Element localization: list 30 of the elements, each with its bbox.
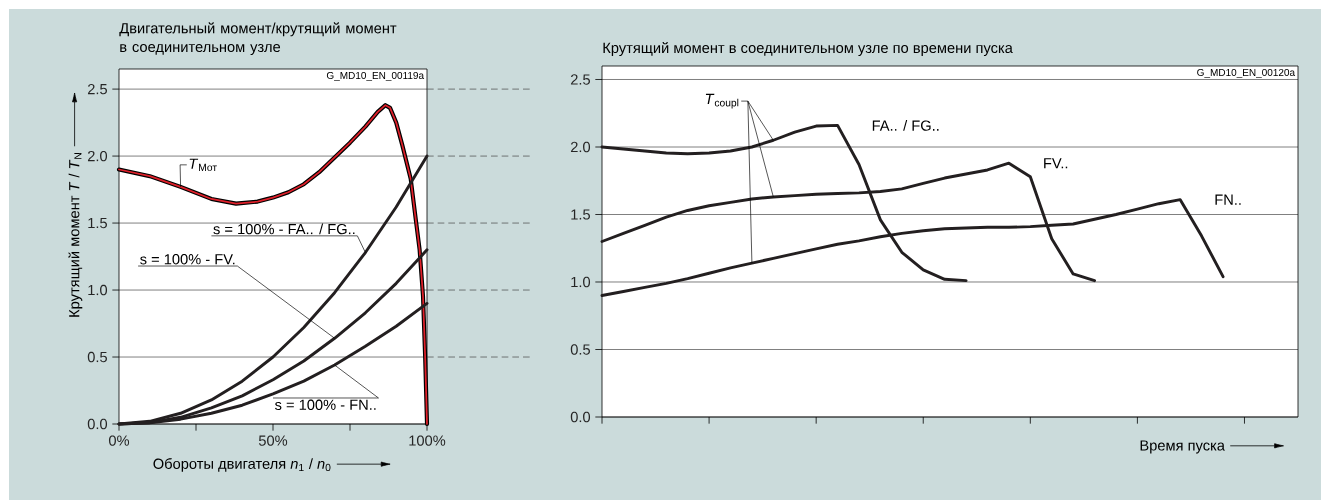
y-tick-label: 2.5	[570, 74, 590, 85]
y-tick-label: 0.0	[87, 418, 108, 430]
x-tick-label: 50%	[258, 435, 288, 446]
y-tick-label: 2.0	[87, 150, 108, 162]
y-tick-label: 1.5	[571, 209, 590, 220]
annotation: G_MD10_EN_00120a	[1197, 68, 1296, 78]
y-tick-label: 1.0	[571, 276, 591, 288]
y-tick-label: 2.0	[570, 141, 591, 153]
x-axis-title: Обороты двигателя n$_{1}$ / n$_{0}$	[153, 458, 331, 472]
y-tick-label: 0.5	[87, 351, 107, 363]
series-label: FN..	[1215, 194, 1241, 205]
annotation: T$_{coupl}$	[705, 93, 739, 109]
y-tick-label: 0.0	[570, 411, 591, 423]
y-tick-label: 0.5	[570, 344, 590, 355]
y-tick-label: 2.5	[87, 83, 107, 95]
x-axis-title: Время пуска	[1140, 440, 1225, 454]
series-label: FA.. / FG..	[872, 120, 939, 131]
chart-title: Двигательный момент/крутящий момент в соединительном узле	[119, 22, 397, 55]
series-label: s = 100% - FN..	[275, 399, 376, 410]
series-label: T$_{Мот}$	[189, 158, 217, 172]
text: s = 100% - FV.	[140, 254, 235, 265]
series-label: FV..	[1044, 158, 1068, 169]
y-tick-label: 1.5	[88, 217, 107, 229]
chart-title: Крутящий момент в соединительном узле по времени пуска	[603, 42, 1013, 56]
y-tick-label: 1.0	[88, 284, 108, 296]
series-label: s = 100% - FA.. / FG..	[213, 223, 355, 235]
y-axis-title: Крутящий момент T / T$_{N}$	[68, 153, 83, 317]
x-tick-label: 100%	[409, 435, 446, 446]
annotation: G_MD10_EN_00119a	[326, 71, 425, 81]
x-tick-label: 0%	[108, 435, 130, 446]
